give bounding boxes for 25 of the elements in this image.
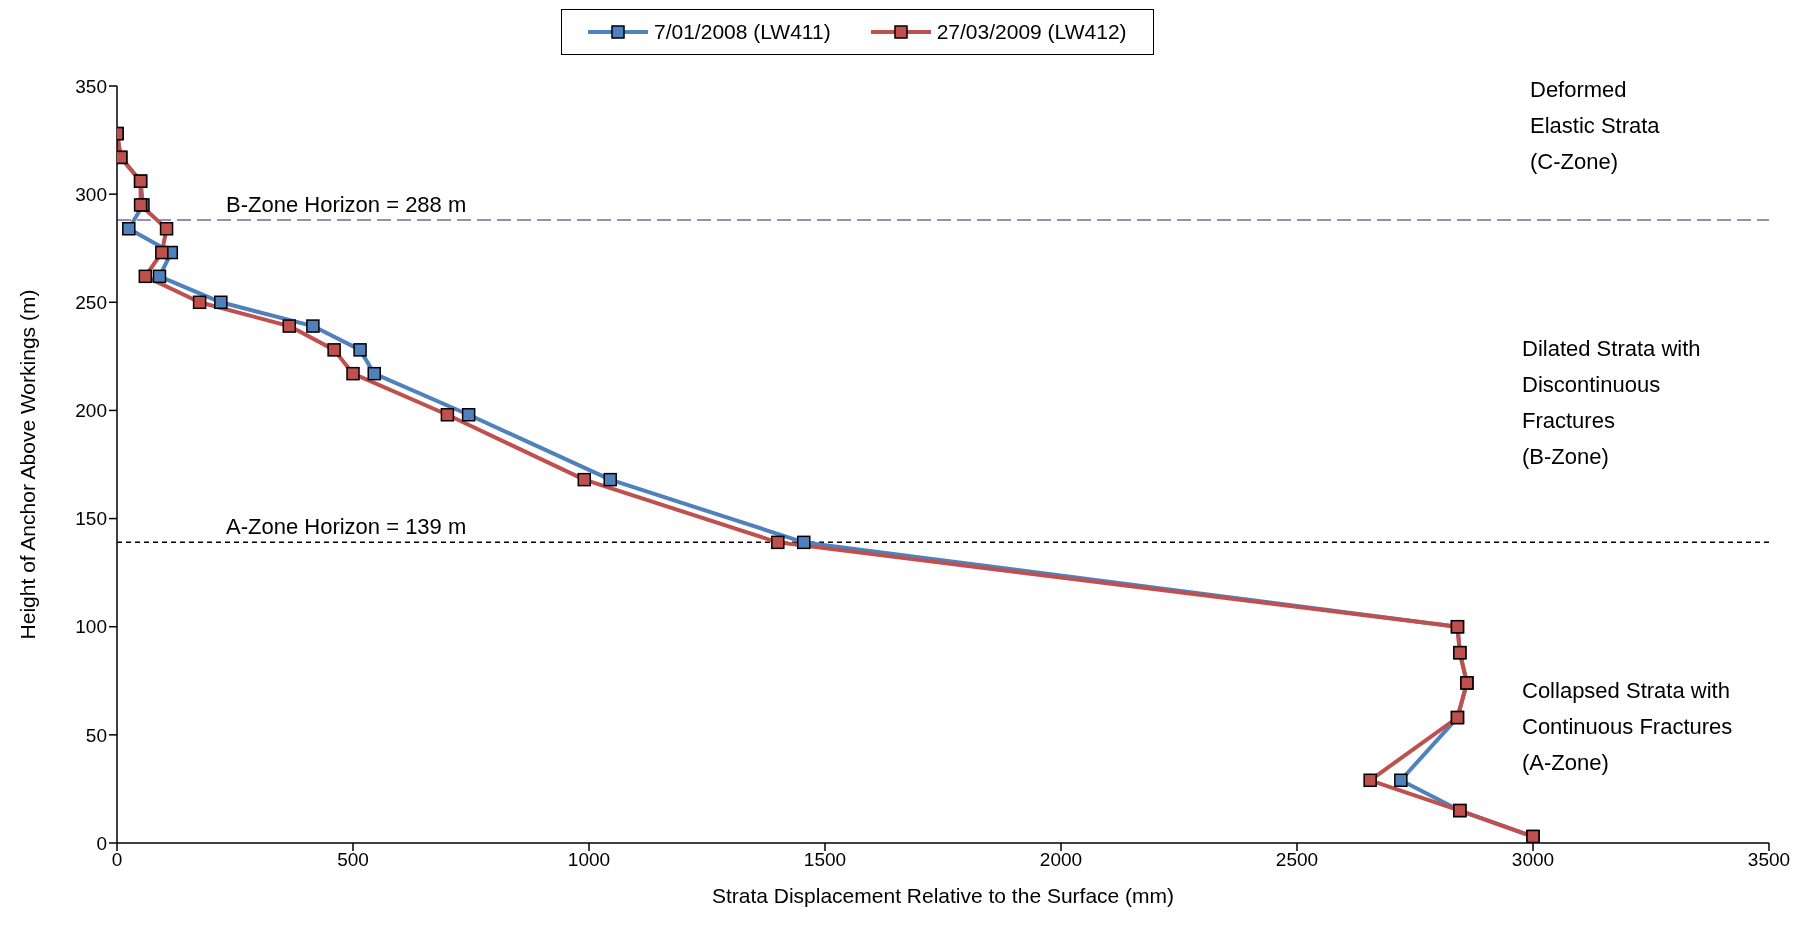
y-tick-label: 100 [75, 616, 107, 638]
y-tick-label: 300 [75, 183, 107, 205]
y-tick-label: 50 [85, 724, 107, 746]
ref-line-label: A-Zone Horizon = 139 m [226, 513, 467, 539]
x-tick-label: 0 [111, 849, 123, 871]
x-tick-label: 1500 [803, 849, 847, 871]
annotation: Deformed Elastic Strata (C-Zone) [1530, 76, 1660, 176]
y-tick-label: 200 [75, 400, 107, 422]
y-tick-label: 250 [75, 292, 107, 314]
legend-label: 7/01/2008 (LW411) [654, 20, 831, 44]
ref-line-label: B-Zone Horizon = 288 m [226, 191, 467, 217]
annotation: Dilated Strata with Discontinuous Fractures (B-Zone) [1522, 335, 1701, 471]
y-tick-label: 350 [75, 75, 107, 97]
y-axis-title: Height of Anchor Above Workings (m) [16, 289, 40, 640]
x-tick-label: 2500 [1275, 849, 1319, 871]
x-tick-label: 1000 [567, 849, 611, 871]
y-tick-label: 0 [96, 832, 107, 854]
x-tick-label: 500 [337, 849, 369, 871]
x-tick-label: 3500 [1747, 849, 1791, 871]
x-axis-title: Strata Displacement Relative to the Surface (mm) [711, 884, 1175, 907]
x-tick-label: 3000 [1511, 849, 1555, 871]
y-tick-label: 150 [75, 508, 107, 530]
x-tick-label: 2000 [1039, 849, 1083, 871]
legend-label: 27/03/2009 (LW412) [936, 20, 1127, 44]
annotation: Collapsed Strata with Continuous Fractures (A-Zone) [1522, 677, 1733, 777]
